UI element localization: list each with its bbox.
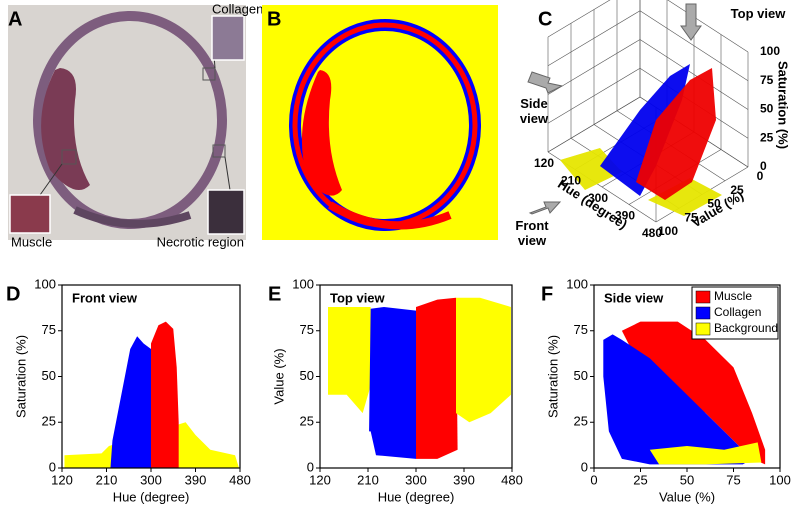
- view-label: Side view: [519, 96, 549, 126]
- panel-label: A: [8, 8, 22, 30]
- region: [369, 306, 416, 459]
- y-tick-label: 25: [730, 183, 744, 197]
- panel-b-image: [262, 5, 498, 240]
- y-tick-label: 50: [707, 197, 721, 211]
- y-tick-label: 50: [42, 368, 56, 383]
- x-tick-label: 300: [140, 472, 162, 487]
- y-tick-label: 75: [684, 210, 698, 224]
- legend-swatch: [695, 322, 711, 336]
- y-tick-label: 0: [581, 459, 588, 474]
- x-tick-label: 390: [453, 472, 475, 487]
- y-tick-label: 0: [307, 459, 314, 474]
- x-tick-label: 480: [229, 472, 251, 487]
- y-axis-label: Value (%): [271, 348, 286, 404]
- inset-label: Collagen: [212, 1, 263, 16]
- x-tick-label: 390: [185, 472, 207, 487]
- legend-swatch: [695, 306, 711, 320]
- y-tick-label: 75: [42, 322, 56, 337]
- region: [456, 297, 511, 423]
- x-axis-label: Hue (degree): [113, 489, 190, 504]
- z-tick-label: 25: [760, 130, 774, 144]
- inset-label: Necrotic region: [157, 234, 244, 249]
- legend-label: Collagen: [714, 305, 761, 319]
- x-tick-label: 50: [680, 472, 694, 487]
- region: [110, 336, 151, 468]
- x-tick-label: 75: [726, 472, 740, 487]
- x-tick-label: 300: [405, 472, 427, 487]
- point-cloud: [636, 68, 716, 200]
- point-cloud: [600, 64, 690, 196]
- y-tick-label: 100: [292, 276, 314, 291]
- region: [621, 321, 766, 465]
- y-tick-label: 0: [49, 459, 56, 474]
- chart-title: Side view: [604, 290, 664, 305]
- y-axis-label: Saturation (%): [545, 335, 560, 418]
- panel-label: F: [541, 283, 553, 305]
- z-tick-label: 0: [760, 159, 767, 173]
- region: [416, 297, 458, 459]
- x-tick-label: 210: [561, 174, 581, 188]
- chart-title: Front view: [72, 290, 138, 305]
- x-tick-label: 120: [534, 156, 554, 170]
- y-tick-label: 50: [300, 368, 314, 383]
- inset-label: Muscle: [11, 234, 52, 249]
- x-tick-label: 480: [501, 472, 523, 487]
- x-axis-label: Value (%): [659, 489, 715, 504]
- x-axis-label: Hue (degree): [378, 489, 455, 504]
- legend-label: Muscle: [714, 289, 752, 303]
- x-tick-label: 210: [357, 472, 379, 487]
- y-tick-label: 100: [658, 224, 678, 238]
- view-arrow: [527, 71, 564, 94]
- legend-swatch: [695, 290, 711, 304]
- x-tick-label: 120: [51, 472, 73, 487]
- panel-a-image: [8, 5, 246, 240]
- region: [328, 306, 371, 414]
- x-tick-label: 480: [642, 226, 662, 240]
- x-tick-label: 210: [96, 472, 118, 487]
- panel-label: B: [267, 8, 281, 30]
- chart-title: Top view: [330, 290, 386, 305]
- y-tick-label: 25: [574, 414, 588, 429]
- point-cloud: [648, 178, 722, 216]
- y-tick-label: 50: [574, 368, 588, 383]
- y-tick-label: 0: [757, 169, 764, 183]
- panel-label: E: [268, 283, 281, 305]
- z-tick-label: 100: [760, 44, 780, 58]
- z-tick-label: 50: [760, 102, 774, 116]
- x-tick-label: 390: [615, 209, 635, 223]
- x-tick-label: 300: [588, 191, 608, 205]
- y-tick-label: 25: [300, 414, 314, 429]
- x-tick-label: 0: [590, 472, 597, 487]
- region: [151, 321, 179, 468]
- z-axis-label: Saturation (%): [776, 61, 791, 149]
- legend-label: Background: [714, 321, 778, 335]
- y-tick-label: 25: [42, 414, 56, 429]
- y-tick-label: 100: [566, 276, 588, 291]
- y-axis-label: Saturation (%): [13, 335, 28, 418]
- view-label: Top view: [730, 6, 786, 21]
- y-tick-label: 75: [574, 322, 588, 337]
- x-tick-label: 25: [633, 472, 647, 487]
- x-tick-label: 120: [309, 472, 331, 487]
- panel-label: C: [538, 8, 552, 30]
- y-tick-label: 100: [34, 276, 56, 291]
- view-label: Front view: [515, 218, 549, 248]
- region: [603, 334, 753, 465]
- x-tick-label: 100: [769, 472, 791, 487]
- y-tick-label: 75: [300, 322, 314, 337]
- view-arrow: [680, 3, 702, 41]
- panel-label: D: [6, 283, 20, 305]
- view-arrow: [528, 201, 562, 215]
- z-tick-label: 75: [760, 73, 774, 87]
- region: [649, 442, 762, 465]
